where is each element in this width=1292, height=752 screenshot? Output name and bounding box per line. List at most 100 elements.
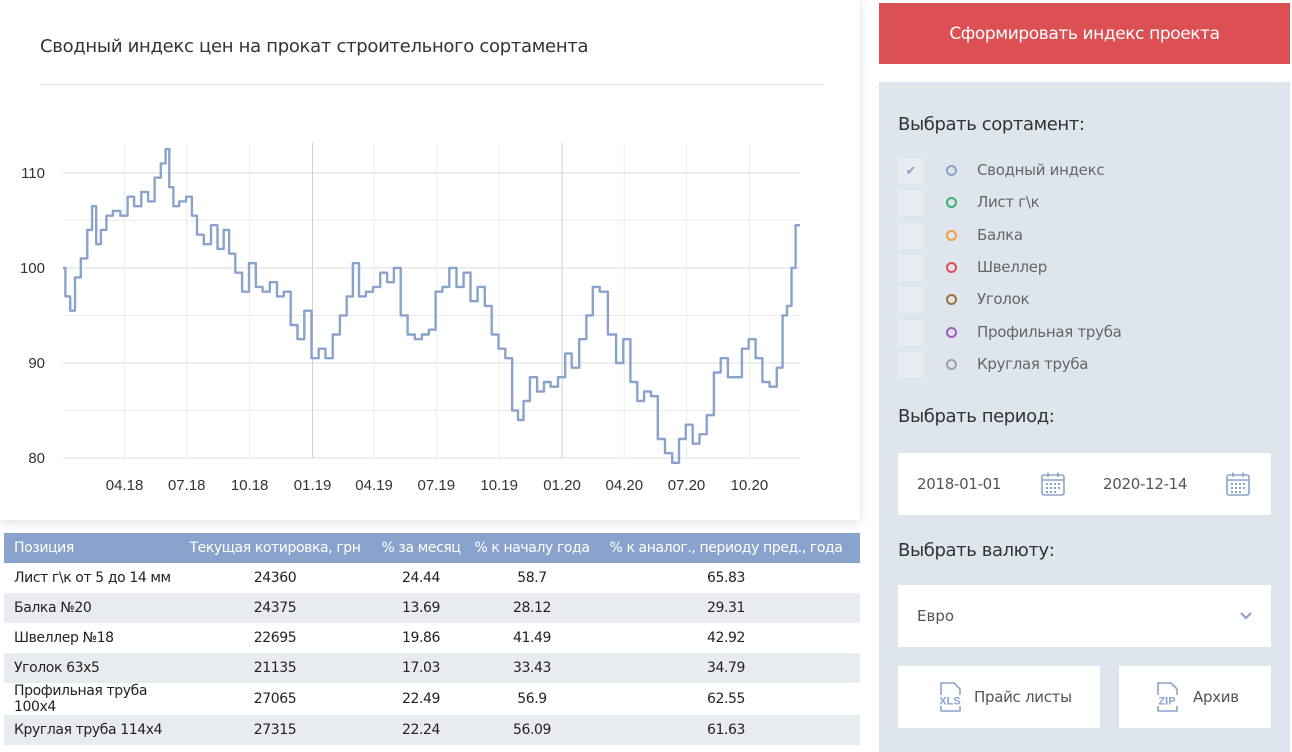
table-row: Лист г\к от 5 до 14 мм 24360 24.44 58.7 65.8… (4, 563, 860, 593)
checkbox[interactable] (898, 287, 924, 314)
table-cell: 61.63 (592, 715, 860, 745)
table-cell: Лист г\к от 5 до 14 мм (4, 563, 180, 593)
y-tick-label: 90 (28, 355, 45, 372)
y-tick-label: 100 (20, 260, 45, 277)
table-cell: 34.79 (592, 653, 860, 683)
assortment-item[interactable]: Круглая труба (898, 351, 1198, 378)
x-tick-label: 01.19 (294, 477, 332, 494)
assortment-item[interactable]: Уголок (898, 287, 1198, 314)
table-cell: Уголок 63х5 (4, 653, 180, 683)
price-lists-label: Прайс листы (974, 688, 1072, 706)
column-header[interactable]: % к аналог., периоду пред., года (592, 533, 860, 563)
table-cell: 27315 (180, 715, 370, 745)
assortment-item-label: Балка (977, 225, 1023, 244)
index-line-chart[interactable]: 04.18 07.18 10.18 01.19 04.19 07.19 10.19 01.20… (0, 0, 860, 520)
series-color-dot (946, 261, 957, 273)
assortment-item-label: Уголок (977, 290, 1030, 309)
side-panel: Выбрать сортамент: ✔ Сводный индекс Лист г… (879, 82, 1290, 752)
checkbox[interactable] (898, 254, 924, 281)
table-cell: 27065 (180, 683, 370, 715)
x-tick-label: 04.19 (355, 477, 393, 494)
checkbox[interactable] (898, 222, 924, 249)
zip-file-icon: ZIP (1153, 682, 1181, 712)
table-cell: 24360 (180, 563, 370, 593)
column-header[interactable]: % к началу года (472, 533, 592, 563)
column-header[interactable]: Текущая котировка, грн (180, 533, 370, 563)
table-row: Уголок 63х5 21135 17.03 33.43 34.79 (4, 653, 860, 683)
date-to-input[interactable]: 2020-12-14 (1103, 475, 1188, 493)
table-cell: Профильная труба 100х4 (4, 683, 180, 715)
x-tick-label: 07.19 (418, 477, 456, 494)
assortment-item-label: Сводный индекс (977, 161, 1105, 179)
table-cell: 41.49 (472, 623, 592, 653)
currency-select[interactable]: Евро (898, 585, 1271, 647)
table-cell: 24.44 (370, 563, 472, 593)
svg-text:XLS: XLS (939, 696, 960, 708)
table-cell: 13.69 (370, 593, 472, 623)
table-body: Лист г\к от 5 до 14 мм 24360 24.44 58.7 65.8… (4, 563, 860, 745)
table-cell: 29.31 (592, 593, 860, 623)
series-color-dot (946, 294, 957, 306)
svg-text:ZIP: ZIP (1158, 696, 1175, 708)
x-tick-label: 10.20 (731, 477, 769, 494)
archive-button[interactable]: ZIP Архив (1119, 666, 1271, 728)
column-header[interactable]: Позиция (4, 533, 180, 563)
x-tick-label: 10.18 (231, 477, 269, 494)
assortment-item[interactable]: ✔ Сводный индекс (898, 158, 1198, 184)
generate-index-button[interactable]: Сформировать индекс проекта (879, 3, 1290, 64)
table-row: Швеллер №18 22695 19.86 41.49 42.92 (4, 623, 860, 653)
chart-title-divider (40, 84, 824, 85)
table-cell: Швеллер №18 (4, 623, 180, 653)
y-tick-label: 110 (21, 165, 45, 182)
y-tick-label: 80 (28, 450, 45, 467)
assortment-item[interactable]: Лист г\к (898, 190, 1198, 217)
checkbox[interactable] (898, 190, 924, 217)
x-tick-label: 07.20 (668, 477, 706, 494)
assortment-item-label: Лист г\к (977, 193, 1040, 212)
chevron-down-icon (1240, 612, 1252, 620)
chart-title: Сводный индекс цен на прокат строительно… (40, 36, 589, 57)
table-cell: Балка №20 (4, 593, 180, 623)
quotes-table: Позиция Текущая котировка, грн% за месяц%… (4, 533, 860, 745)
checkbox[interactable]: ✔ (898, 158, 924, 184)
price-lists-button[interactable]: XLS Прайс листы (898, 666, 1100, 728)
assortment-item[interactable]: Профильная труба (898, 319, 1198, 346)
table-cell: 22.24 (370, 715, 472, 745)
calendar-icon[interactable] (1040, 471, 1066, 497)
period-picker: 2018-01-01 2020-12-14 (898, 453, 1271, 515)
table-cell: 56.09 (472, 715, 592, 745)
assortment-item-label: Круглая труба (977, 354, 1089, 373)
assortment-item-label: Профильная труба (977, 322, 1122, 341)
currency-label: Выбрать валюту: (898, 540, 1055, 561)
x-tick-label: 04.18 (106, 477, 144, 494)
chart-card: Сводный индекс цен на прокат строительно… (0, 0, 860, 520)
table-cell: 21135 (180, 653, 370, 683)
table-cell: 28.12 (472, 593, 592, 623)
date-from-input[interactable]: 2018-01-01 (917, 475, 1002, 493)
column-header[interactable]: % за месяц (370, 533, 472, 563)
table-cell: 33.43 (472, 653, 592, 683)
series-color-dot (946, 165, 957, 176)
checkbox[interactable] (898, 319, 924, 346)
table-cell: 17.03 (370, 653, 472, 683)
table-row: Круглая труба 114х4 27315 22.24 56.09 61.63 (4, 715, 860, 745)
checkbox[interactable] (898, 351, 924, 378)
table-cell: 58.7 (472, 563, 592, 593)
series-color-dot (946, 358, 957, 370)
x-tick-label: 01.20 (543, 477, 581, 494)
x-tick-label: 07.18 (168, 477, 206, 494)
table-cell: 42.92 (592, 623, 860, 653)
series-color-dot (946, 326, 957, 338)
assortment-item[interactable]: Балка (898, 222, 1198, 249)
calendar-icon[interactable] (1225, 471, 1251, 497)
table-cell: 62.55 (592, 683, 860, 715)
currency-selected-value: Евро (917, 607, 955, 625)
assortment-item[interactable]: Швеллер (898, 254, 1198, 281)
series-line[interactable] (63, 147, 800, 464)
table-cell: 56.9 (472, 683, 592, 715)
x-tick-label: 04.20 (606, 477, 644, 494)
table-cell: 19.86 (370, 623, 472, 653)
table-cell: Круглая труба 114х4 (4, 715, 180, 745)
series-color-dot (946, 229, 957, 241)
assortment-label: Выбрать сортамент: (898, 114, 1085, 135)
